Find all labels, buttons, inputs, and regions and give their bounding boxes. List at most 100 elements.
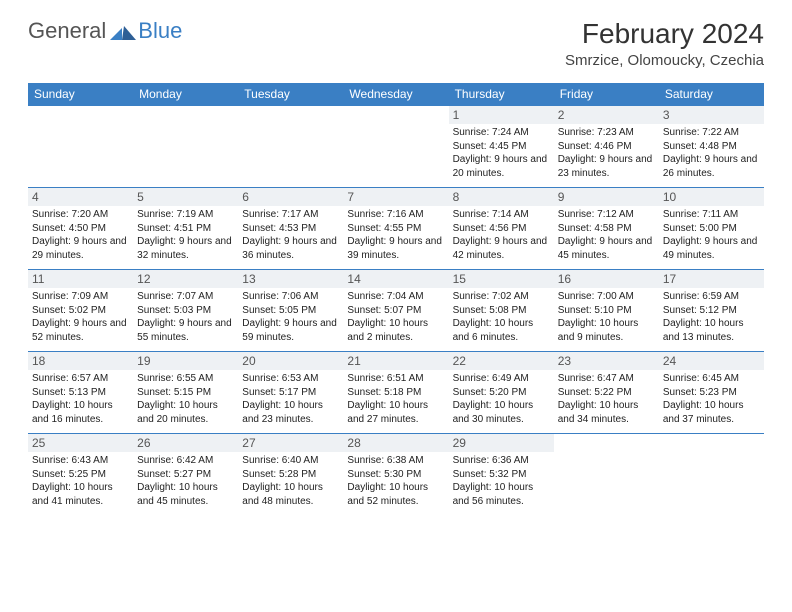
day-info: Sunrise: 7:07 AMSunset: 5:03 PMDaylight:…: [137, 290, 234, 344]
day-number: 27: [238, 434, 343, 452]
day-cell: 14 Sunrise: 7:04 AMSunset: 5:07 PMDayligh…: [343, 270, 448, 352]
day-number: 19: [133, 352, 238, 370]
day-cell: 8 Sunrise: 7:14 AMSunset: 4:56 PMDaylight…: [449, 188, 554, 270]
brand-first: General: [28, 18, 106, 44]
day-header: Wednesday: [343, 83, 448, 106]
day-cell: 10 Sunrise: 7:11 AMSunset: 5:00 PMDayligh…: [659, 188, 764, 270]
day-info: Sunrise: 7:17 AMSunset: 4:53 PMDaylight:…: [242, 208, 339, 262]
day-cell: 19 Sunrise: 6:55 AMSunset: 5:15 PMDayligh…: [133, 352, 238, 434]
day-info: Sunrise: 7:02 AMSunset: 5:08 PMDaylight:…: [453, 290, 550, 344]
day-number: 22: [449, 352, 554, 370]
day-info: Sunrise: 7:24 AMSunset: 4:45 PMDaylight:…: [453, 126, 550, 180]
day-info: Sunrise: 6:42 AMSunset: 5:27 PMDaylight:…: [137, 454, 234, 508]
calendar-row: 4 Sunrise: 7:20 AMSunset: 4:50 PMDaylight…: [28, 188, 764, 270]
day-number: 7: [343, 188, 448, 206]
day-cell: 3 Sunrise: 7:22 AMSunset: 4:48 PMDaylight…: [659, 106, 764, 188]
day-number: 16: [554, 270, 659, 288]
day-header-row: SundayMondayTuesdayWednesdayThursdayFrid…: [28, 83, 764, 106]
day-number: 14: [343, 270, 448, 288]
brand-second: Blue: [138, 18, 182, 44]
day-cell: 4 Sunrise: 7:20 AMSunset: 4:50 PMDaylight…: [28, 188, 133, 270]
day-cell: 12 Sunrise: 7:07 AMSunset: 5:03 PMDayligh…: [133, 270, 238, 352]
day-header: Sunday: [28, 83, 133, 106]
day-number: 10: [659, 188, 764, 206]
day-number: 4: [28, 188, 133, 206]
day-info: Sunrise: 7:20 AMSunset: 4:50 PMDaylight:…: [32, 208, 129, 262]
day-number: 18: [28, 352, 133, 370]
day-number: 12: [133, 270, 238, 288]
day-number: 25: [28, 434, 133, 452]
day-info: Sunrise: 6:38 AMSunset: 5:30 PMDaylight:…: [347, 454, 444, 508]
brand-logo: General Blue: [28, 18, 182, 44]
empty-cell: [343, 106, 448, 188]
day-info: Sunrise: 6:40 AMSunset: 5:28 PMDaylight:…: [242, 454, 339, 508]
day-number: 8: [449, 188, 554, 206]
day-cell: 20Sunrise: 6:53 AMSunset: 5:17 PMDayligh…: [238, 352, 343, 434]
day-info: Sunrise: 6:53 AMSunset: 5:17 PMDaylight:…: [242, 372, 339, 426]
day-info: Sunrise: 7:22 AMSunset: 4:48 PMDaylight:…: [663, 126, 760, 180]
day-number: 13: [238, 270, 343, 288]
day-number: 3: [659, 106, 764, 124]
day-info: Sunrise: 7:09 AMSunset: 5:02 PMDaylight:…: [32, 290, 129, 344]
day-cell: 5 Sunrise: 7:19 AMSunset: 4:51 PMDaylight…: [133, 188, 238, 270]
day-info: Sunrise: 7:11 AMSunset: 5:00 PMDaylight:…: [663, 208, 760, 262]
day-info: Sunrise: 7:19 AMSunset: 4:51 PMDaylight:…: [137, 208, 234, 262]
calendar-row: 1 Sunrise: 7:24 AMSunset: 4:45 PMDaylight…: [28, 106, 764, 188]
day-info: Sunrise: 7:14 AMSunset: 4:56 PMDaylight:…: [453, 208, 550, 262]
title-block: February 2024 Smrzice, Olomoucky, Czechi…: [565, 18, 764, 69]
day-cell: 1 Sunrise: 7:24 AMSunset: 4:45 PMDaylight…: [449, 106, 554, 188]
day-info: Sunrise: 6:47 AMSunset: 5:22 PMDaylight:…: [558, 372, 655, 426]
empty-cell: [28, 106, 133, 188]
day-cell: 21Sunrise: 6:51 AMSunset: 5:18 PMDayligh…: [343, 352, 448, 434]
brand-mark-icon: [110, 22, 136, 40]
day-number: 15: [449, 270, 554, 288]
header: General Blue February 2024 Smrzice, Olom…: [28, 18, 764, 69]
day-number: 5: [133, 188, 238, 206]
day-cell: 15 Sunrise: 7:02 AMSunset: 5:08 PMDayligh…: [449, 270, 554, 352]
day-header: Friday: [554, 83, 659, 106]
day-cell: 18 Sunrise: 6:57 AMSunset: 5:13 PMDayligh…: [28, 352, 133, 434]
day-cell: 7 Sunrise: 7:16 AMSunset: 4:55 PMDaylight…: [343, 188, 448, 270]
day-info: Sunrise: 6:45 AMSunset: 5:23 PMDaylight:…: [663, 372, 760, 426]
day-cell: 2 Sunrise: 7:23 AMSunset: 4:46 PMDaylight…: [554, 106, 659, 188]
empty-cell: [238, 106, 343, 188]
day-cell: 13 Sunrise: 7:06 AMSunset: 5:05 PMDayligh…: [238, 270, 343, 352]
day-cell: 9Sunrise: 7:12 AMSunset: 4:58 PMDaylight…: [554, 188, 659, 270]
calendar-row: 25Sunrise: 6:43 AMSunset: 5:25 PMDayligh…: [28, 434, 764, 516]
day-number: 1: [449, 106, 554, 124]
day-cell: 11 Sunrise: 7:09 AMSunset: 5:02 PMDayligh…: [28, 270, 133, 352]
day-number: 9: [554, 188, 659, 206]
day-info: Sunrise: 7:06 AMSunset: 5:05 PMDaylight:…: [242, 290, 339, 344]
calendar-table: SundayMondayTuesdayWednesdayThursdayFrid…: [28, 83, 764, 516]
day-cell: 25Sunrise: 6:43 AMSunset: 5:25 PMDayligh…: [28, 434, 133, 516]
day-cell: 16 Sunrise: 7:00 AMSunset: 5:10 PMDayligh…: [554, 270, 659, 352]
day-info: Sunrise: 6:49 AMSunset: 5:20 PMDaylight:…: [453, 372, 550, 426]
day-info: Sunrise: 7:00 AMSunset: 5:10 PMDaylight:…: [558, 290, 655, 344]
day-number: 26: [133, 434, 238, 452]
day-info: Sunrise: 7:04 AMSunset: 5:07 PMDaylight:…: [347, 290, 444, 344]
day-header: Monday: [133, 83, 238, 106]
day-cell: 29 Sunrise: 6:36 AMSunset: 5:32 PMDayligh…: [449, 434, 554, 516]
day-info: Sunrise: 6:36 AMSunset: 5:32 PMDaylight:…: [453, 454, 550, 508]
calendar-row: 11 Sunrise: 7:09 AMSunset: 5:02 PMDayligh…: [28, 270, 764, 352]
day-number: 11: [28, 270, 133, 288]
empty-cell: [133, 106, 238, 188]
calendar-body: 1 Sunrise: 7:24 AMSunset: 4:45 PMDaylight…: [28, 106, 764, 516]
day-cell: 17Sunrise: 6:59 AMSunset: 5:12 PMDayligh…: [659, 270, 764, 352]
day-info: Sunrise: 7:23 AMSunset: 4:46 PMDaylight:…: [558, 126, 655, 180]
day-number: 21: [343, 352, 448, 370]
day-number: 29: [449, 434, 554, 452]
day-number: 17: [659, 270, 764, 288]
day-cell: 26 Sunrise: 6:42 AMSunset: 5:27 PMDayligh…: [133, 434, 238, 516]
day-cell: 23Sunrise: 6:47 AMSunset: 5:22 PMDayligh…: [554, 352, 659, 434]
day-info: Sunrise: 6:57 AMSunset: 5:13 PMDaylight:…: [32, 372, 129, 426]
day-number: 28: [343, 434, 448, 452]
day-number: 2: [554, 106, 659, 124]
day-number: 6: [238, 188, 343, 206]
day-cell: 24Sunrise: 6:45 AMSunset: 5:23 PMDayligh…: [659, 352, 764, 434]
day-header: Thursday: [449, 83, 554, 106]
day-cell: 22 Sunrise: 6:49 AMSunset: 5:20 PMDayligh…: [449, 352, 554, 434]
day-header: Tuesday: [238, 83, 343, 106]
day-info: Sunrise: 7:16 AMSunset: 4:55 PMDaylight:…: [347, 208, 444, 262]
day-info: Sunrise: 6:55 AMSunset: 5:15 PMDaylight:…: [137, 372, 234, 426]
